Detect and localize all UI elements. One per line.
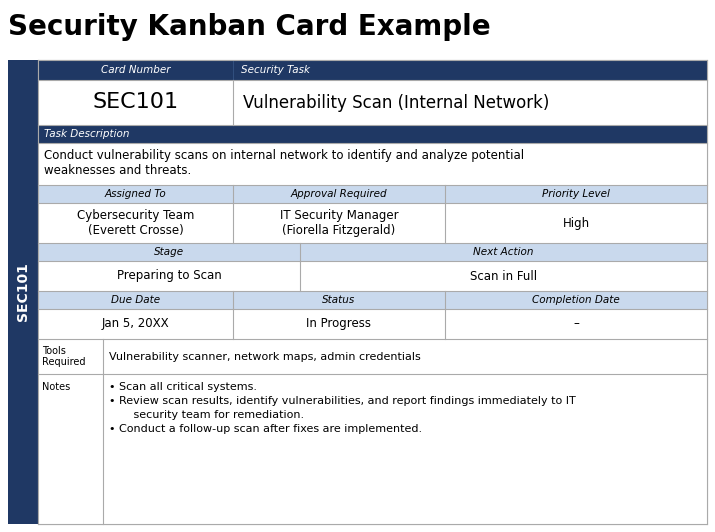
Text: • Scan all critical systems.: • Scan all critical systems. xyxy=(109,382,257,392)
Text: Due Date: Due Date xyxy=(111,295,160,305)
Text: Task Description: Task Description xyxy=(44,129,129,139)
Text: Vulnerability scanner, network maps, admin credentials: Vulnerability scanner, network maps, adm… xyxy=(109,352,420,362)
Bar xyxy=(38,60,707,524)
Text: Card Number: Card Number xyxy=(101,65,170,75)
Bar xyxy=(38,203,707,243)
Text: Vulnerability Scan (Internal Network): Vulnerability Scan (Internal Network) xyxy=(243,94,549,112)
Text: • Review scan results, identify vulnerabilities, and report findings immediately: • Review scan results, identify vulnerab… xyxy=(109,396,576,406)
Bar xyxy=(8,60,38,524)
Text: Next Action: Next Action xyxy=(473,247,534,257)
Bar xyxy=(38,60,707,80)
Text: security team for remediation.: security team for remediation. xyxy=(109,410,304,420)
Text: Approval Required: Approval Required xyxy=(291,189,388,199)
Text: Status: Status xyxy=(322,295,355,305)
Text: Security Kanban Card Example: Security Kanban Card Example xyxy=(8,13,490,41)
Text: Security Task: Security Task xyxy=(241,65,310,75)
Text: In Progress: In Progress xyxy=(307,318,372,330)
Text: Conduct vulnerability scans on internal network to identify and analyze potentia: Conduct vulnerability scans on internal … xyxy=(44,149,524,177)
Bar xyxy=(38,339,707,374)
Bar xyxy=(38,185,707,203)
Text: SEC101: SEC101 xyxy=(92,93,179,112)
Text: Jan 5, 20XX: Jan 5, 20XX xyxy=(102,318,169,330)
Text: Tools
Required: Tools Required xyxy=(42,346,86,367)
Bar xyxy=(38,291,707,309)
Bar xyxy=(38,243,707,261)
Text: • Conduct a follow-up scan after fixes are implemented.: • Conduct a follow-up scan after fixes a… xyxy=(109,424,422,434)
Bar xyxy=(38,261,707,291)
Text: Completion Date: Completion Date xyxy=(532,295,620,305)
Bar xyxy=(38,309,707,339)
Text: Cybersecurity Team
(Everett Crosse): Cybersecurity Team (Everett Crosse) xyxy=(77,209,194,237)
Text: High: High xyxy=(563,217,590,229)
Text: Stage: Stage xyxy=(154,247,184,257)
Text: –: – xyxy=(573,318,579,330)
Text: Assigned To: Assigned To xyxy=(104,189,167,199)
Bar xyxy=(38,143,707,185)
Text: Notes: Notes xyxy=(42,382,70,392)
Bar xyxy=(38,125,707,143)
Text: Preparing to Scan: Preparing to Scan xyxy=(117,270,222,282)
Text: SEC101: SEC101 xyxy=(16,263,30,321)
Bar xyxy=(38,374,707,524)
Text: Scan in Full: Scan in Full xyxy=(470,270,537,282)
Text: Priority Level: Priority Level xyxy=(542,189,610,199)
Text: IT Security Manager
(Fiorella Fitzgerald): IT Security Manager (Fiorella Fitzgerald… xyxy=(280,209,398,237)
Bar xyxy=(38,80,707,125)
